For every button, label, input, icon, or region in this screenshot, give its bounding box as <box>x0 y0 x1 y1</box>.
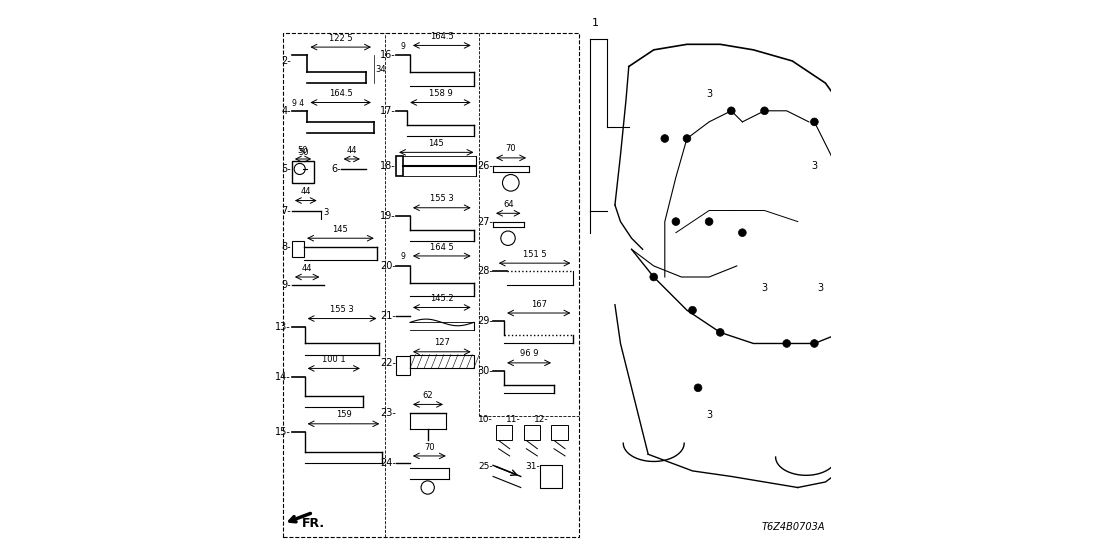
Text: 70: 70 <box>505 145 516 153</box>
Circle shape <box>660 135 669 142</box>
Circle shape <box>738 229 747 237</box>
Text: 22-: 22- <box>380 358 397 368</box>
Text: 3: 3 <box>324 208 328 217</box>
Text: 8-: 8- <box>281 242 290 252</box>
Text: 27-: 27- <box>478 217 493 227</box>
Text: 9 4: 9 4 <box>293 99 304 109</box>
Text: 4-: 4- <box>281 106 290 116</box>
Text: 18-: 18- <box>380 161 397 171</box>
Circle shape <box>694 384 702 392</box>
Text: 1: 1 <box>592 18 599 28</box>
Text: 2-: 2- <box>281 56 290 66</box>
Circle shape <box>683 135 691 142</box>
Text: 25-: 25- <box>479 462 493 471</box>
Text: 158 9: 158 9 <box>429 89 452 98</box>
Text: 5-: 5- <box>281 164 290 174</box>
Text: 3: 3 <box>811 161 818 171</box>
Circle shape <box>727 107 736 115</box>
Text: 145: 145 <box>429 139 444 148</box>
Text: 28-: 28- <box>478 266 493 276</box>
Text: 3: 3 <box>706 411 712 420</box>
Text: 7-: 7- <box>281 206 290 216</box>
Text: 16-: 16- <box>380 50 397 60</box>
Text: 50: 50 <box>298 146 308 155</box>
Text: 145: 145 <box>332 225 348 234</box>
Text: 3: 3 <box>817 283 823 293</box>
Text: 127: 127 <box>434 338 450 347</box>
Text: 155 3: 155 3 <box>330 305 353 314</box>
Text: 44: 44 <box>302 264 312 273</box>
Text: 24-: 24- <box>380 458 397 468</box>
Text: 9: 9 <box>401 42 406 51</box>
Text: 6-: 6- <box>331 164 341 174</box>
Circle shape <box>855 273 863 281</box>
Text: 3: 3 <box>761 283 768 293</box>
Circle shape <box>760 107 769 115</box>
Text: 70: 70 <box>424 443 434 452</box>
Text: 164 5: 164 5 <box>430 243 453 252</box>
Circle shape <box>782 340 791 347</box>
Text: 12-: 12- <box>534 415 548 424</box>
Text: 9: 9 <box>401 252 406 261</box>
Text: 30-: 30- <box>478 366 493 376</box>
Text: T6Z4B0703A: T6Z4B0703A <box>762 522 825 532</box>
Text: 151 5: 151 5 <box>523 250 546 259</box>
Text: 100 1: 100 1 <box>322 355 346 364</box>
Text: 145.2: 145.2 <box>430 294 453 303</box>
Text: 164.5: 164.5 <box>430 32 453 41</box>
Text: 11-: 11- <box>506 415 521 424</box>
Text: 15-: 15- <box>275 427 290 437</box>
Circle shape <box>839 329 847 336</box>
Circle shape <box>705 218 714 225</box>
Text: 34: 34 <box>376 65 387 74</box>
Circle shape <box>717 329 725 336</box>
Text: 50: 50 <box>298 148 309 157</box>
Text: 62: 62 <box>422 391 433 400</box>
Text: 17-: 17- <box>380 106 397 116</box>
Text: 26-: 26- <box>478 161 493 171</box>
Text: 31-: 31- <box>525 462 541 471</box>
Text: 10-: 10- <box>479 415 493 424</box>
Text: 20-: 20- <box>380 261 397 271</box>
Text: 96 9: 96 9 <box>520 350 538 358</box>
Text: 14-: 14- <box>275 372 290 382</box>
Text: 19-: 19- <box>380 211 397 221</box>
Circle shape <box>810 340 818 347</box>
Text: FR.: FR. <box>301 517 325 530</box>
Circle shape <box>649 273 658 281</box>
Text: 122 5: 122 5 <box>329 34 352 43</box>
Text: 44: 44 <box>300 187 311 196</box>
Text: 21-: 21- <box>380 311 397 321</box>
Text: 23-: 23- <box>380 408 397 418</box>
Circle shape <box>810 118 818 126</box>
Circle shape <box>671 218 680 225</box>
Text: 29-: 29- <box>478 316 493 326</box>
Text: 167: 167 <box>531 300 546 309</box>
Text: 3: 3 <box>706 89 712 99</box>
Text: 9-: 9- <box>281 280 290 290</box>
Text: 44: 44 <box>347 146 357 155</box>
Text: 159: 159 <box>336 411 351 419</box>
Circle shape <box>688 306 697 314</box>
Text: 13-: 13- <box>275 322 290 332</box>
Text: 164.5: 164.5 <box>329 89 352 98</box>
Text: 155 3: 155 3 <box>430 194 453 203</box>
Text: 64: 64 <box>503 200 514 209</box>
